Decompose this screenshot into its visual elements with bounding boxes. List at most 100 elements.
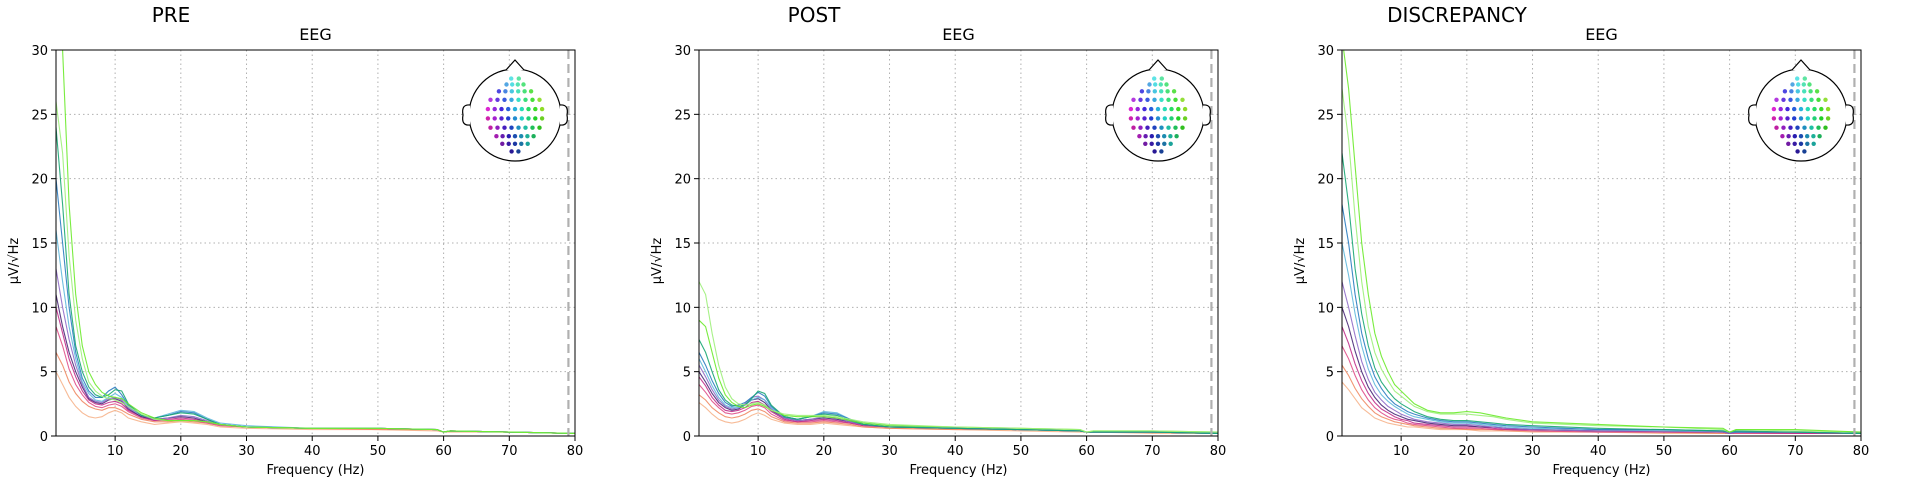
electrode-dot bbox=[1812, 116, 1817, 121]
electrode-dot bbox=[522, 89, 527, 94]
electrode-dot bbox=[512, 116, 518, 121]
electrode-dot bbox=[1798, 134, 1804, 139]
series-line bbox=[56, 294, 575, 434]
electrode-dot bbox=[523, 125, 528, 130]
electrode-dot bbox=[1155, 116, 1161, 121]
series-line bbox=[699, 358, 1218, 434]
electrode-dot bbox=[495, 125, 500, 130]
electrode-dot bbox=[502, 125, 507, 130]
electrode-dot bbox=[516, 149, 521, 154]
electrode-dot bbox=[1778, 116, 1783, 121]
electrode-dot bbox=[1137, 134, 1142, 139]
electrode-dot bbox=[1805, 141, 1810, 146]
electrode-dot bbox=[1128, 116, 1134, 121]
electrode-dot bbox=[1162, 106, 1168, 112]
x-tick-label: 60 bbox=[1721, 444, 1738, 459]
left-ear-shape bbox=[1105, 104, 1114, 126]
electrode-dot bbox=[509, 149, 514, 154]
electrode-dot bbox=[1785, 106, 1790, 112]
electrode-dot bbox=[1795, 97, 1800, 103]
electrode-dot bbox=[1798, 116, 1804, 121]
electrode-dot bbox=[1142, 106, 1147, 112]
electrode-dot bbox=[528, 89, 534, 94]
x-tick-label: 20 bbox=[816, 444, 833, 459]
series-line bbox=[699, 371, 1218, 434]
electrode-dot bbox=[1786, 134, 1791, 139]
series-line bbox=[1342, 152, 1861, 434]
electrode-dot bbox=[1169, 106, 1174, 112]
electrode-dot bbox=[500, 141, 505, 146]
x-axis-label: Frequency (Hz) bbox=[909, 463, 1007, 478]
electrode-dot bbox=[1785, 116, 1790, 121]
electrode-dot bbox=[519, 106, 524, 112]
electrode-dot bbox=[539, 116, 545, 121]
electrode-dot bbox=[1802, 76, 1808, 81]
electrode-dot bbox=[495, 97, 500, 103]
x-tick-label: 50 bbox=[370, 444, 387, 459]
electrode-dot bbox=[509, 125, 514, 130]
y-tick-label: 0 bbox=[40, 430, 48, 445]
y-tick-label: 10 bbox=[1317, 301, 1334, 316]
right-ear-shape bbox=[1202, 104, 1211, 126]
series-line bbox=[56, 127, 575, 434]
series-line bbox=[699, 364, 1218, 434]
electrode-dot bbox=[1159, 89, 1164, 94]
sensor-head-map bbox=[1105, 59, 1211, 162]
electrode-dot bbox=[499, 116, 504, 121]
electrode-dot bbox=[1139, 89, 1145, 94]
electrode-dot bbox=[494, 134, 499, 139]
sensor-head-map bbox=[462, 59, 568, 162]
y-tick-label: 20 bbox=[674, 173, 691, 188]
electrode-dot bbox=[1174, 134, 1179, 139]
electrode-dot bbox=[499, 106, 504, 112]
electrode-dot bbox=[1149, 116, 1154, 121]
electrode-dot bbox=[1168, 134, 1173, 139]
electrode-dot bbox=[1149, 106, 1154, 112]
electrode-dot bbox=[1789, 89, 1794, 94]
electrode-dot bbox=[526, 106, 531, 112]
right-ear-shape bbox=[559, 104, 568, 126]
electrode-dot bbox=[1771, 116, 1777, 121]
electrode-dot bbox=[1809, 97, 1814, 103]
electrode-dot bbox=[1825, 116, 1831, 121]
x-tick-label: 80 bbox=[567, 444, 584, 459]
electrode-dot bbox=[1182, 116, 1188, 121]
series-line bbox=[56, 326, 575, 434]
electrode-dot bbox=[1781, 125, 1786, 130]
electrode-dot bbox=[506, 106, 511, 112]
electrode-dot bbox=[488, 97, 493, 103]
electrode-dot bbox=[1176, 106, 1181, 112]
electrode-dot bbox=[503, 89, 508, 94]
electrode-dot bbox=[1155, 106, 1161, 112]
electrode-dot bbox=[509, 76, 514, 81]
electrode-dot bbox=[1802, 89, 1807, 94]
electrode-dot bbox=[531, 134, 536, 139]
y-tick-label: 15 bbox=[674, 237, 691, 252]
panel-title: PRE bbox=[152, 3, 191, 27]
electrode-dot bbox=[1802, 149, 1807, 154]
y-tick-label: 25 bbox=[31, 108, 48, 123]
series-line bbox=[56, 178, 575, 434]
electrode-dot bbox=[1165, 89, 1170, 94]
electrode-dot bbox=[1159, 76, 1165, 81]
electrode-dot bbox=[1155, 134, 1161, 139]
series-line bbox=[1342, 307, 1861, 434]
y-tick-label: 10 bbox=[31, 301, 48, 316]
y-tick-label: 15 bbox=[1317, 237, 1334, 252]
electrode-dot bbox=[521, 82, 526, 87]
electrode-dot bbox=[1788, 97, 1793, 103]
x-axis-label: Frequency (Hz) bbox=[1552, 463, 1650, 478]
series-line bbox=[699, 384, 1218, 434]
psd-lines bbox=[56, 50, 575, 434]
electrode-dot bbox=[1166, 125, 1171, 130]
electrode-dot bbox=[537, 125, 542, 130]
series-line bbox=[1342, 204, 1861, 434]
electrode-dot bbox=[1808, 89, 1813, 94]
psd-panel: PRE EEG 10 20 30 40 50 60 70 80 0 5 10 15 20 25 30 Freque… bbox=[7, 3, 583, 478]
x-tick-label: 30 bbox=[1524, 444, 1541, 459]
electrode-dot bbox=[1152, 125, 1157, 130]
x-tick-label: 30 bbox=[238, 444, 255, 459]
x-tick-label: 80 bbox=[1210, 444, 1227, 459]
x-tick-label: 10 bbox=[107, 444, 124, 459]
series-line bbox=[1343, 50, 1861, 433]
